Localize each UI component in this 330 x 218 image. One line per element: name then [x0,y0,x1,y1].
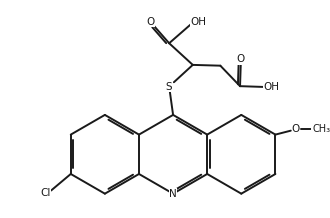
Text: O: O [237,54,245,64]
Text: N: N [169,189,177,199]
Text: Cl: Cl [41,188,51,198]
Text: OH: OH [190,17,206,27]
Text: O: O [292,124,300,134]
Text: S: S [166,82,173,92]
Text: CH₃: CH₃ [312,124,330,134]
Text: OH: OH [264,82,280,92]
Text: O: O [147,17,155,27]
